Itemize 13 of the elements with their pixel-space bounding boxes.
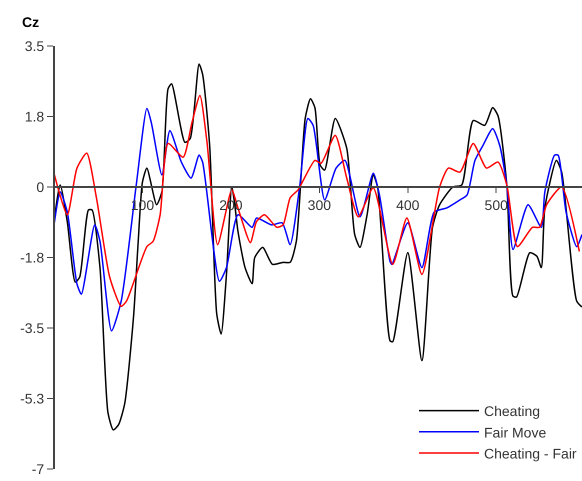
y-tick-label: 0 xyxy=(36,178,44,195)
y-tick-label: -1.8 xyxy=(20,249,44,266)
y-tick-label: -7 xyxy=(32,460,44,477)
x-tick-label: 300 xyxy=(308,196,332,213)
legend-label: Cheating xyxy=(484,403,540,420)
y-tick-label: -5.3 xyxy=(20,390,44,406)
legend-label: Cheating - Fair xyxy=(484,445,577,462)
y-tick-label: -3.5 xyxy=(20,320,44,336)
x-tick-label: 400 xyxy=(396,196,420,213)
y-axis-title: Cz xyxy=(22,14,40,30)
y-tick-label: 3.5 xyxy=(24,38,44,54)
y-tick-label: 1.8 xyxy=(24,108,44,124)
legend-label: Fair Move xyxy=(484,424,546,440)
